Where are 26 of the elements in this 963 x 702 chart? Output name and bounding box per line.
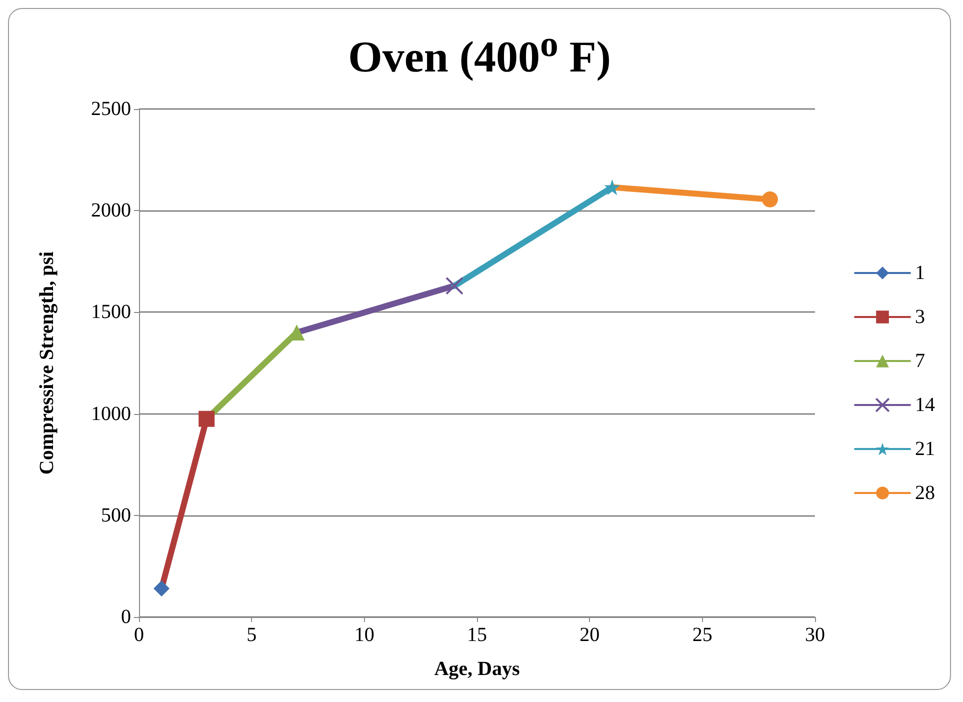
legend-label: 14 (915, 394, 935, 416)
point (762, 191, 778, 208)
x-axis-title: Age, Days (434, 658, 520, 680)
x-tick-label: 5 (246, 624, 257, 646)
x-tick-label: 15 (467, 624, 487, 646)
y-tick-label: 1500 (91, 301, 131, 324)
chart-title: Oven (400$^{o}$ F) (347, 22, 612, 82)
y-tick-label: 2000 (91, 200, 131, 222)
point (154, 580, 170, 597)
point (198, 410, 215, 427)
point (604, 179, 620, 196)
y-tick-label: 0 (121, 606, 131, 628)
legend-label: 3 (915, 306, 925, 328)
x-tick-label: 20 (580, 624, 600, 646)
legend-label: 28 (915, 482, 935, 504)
y-axis-title: Compressive Strength, psi (36, 250, 58, 475)
y-tick-label: 1000 (91, 402, 131, 425)
y-tick-label: 500 (101, 504, 131, 526)
legend-label: 1 (915, 262, 925, 284)
point (445, 276, 464, 295)
legend-label: 7 (915, 350, 925, 372)
x-tick-label: 30 (805, 624, 825, 646)
x-tick-label: 25 (692, 624, 712, 646)
y-tick-label: 2500 (91, 98, 131, 120)
x-tick-label: 10 (354, 624, 374, 646)
legend-label: 21 (915, 438, 935, 460)
